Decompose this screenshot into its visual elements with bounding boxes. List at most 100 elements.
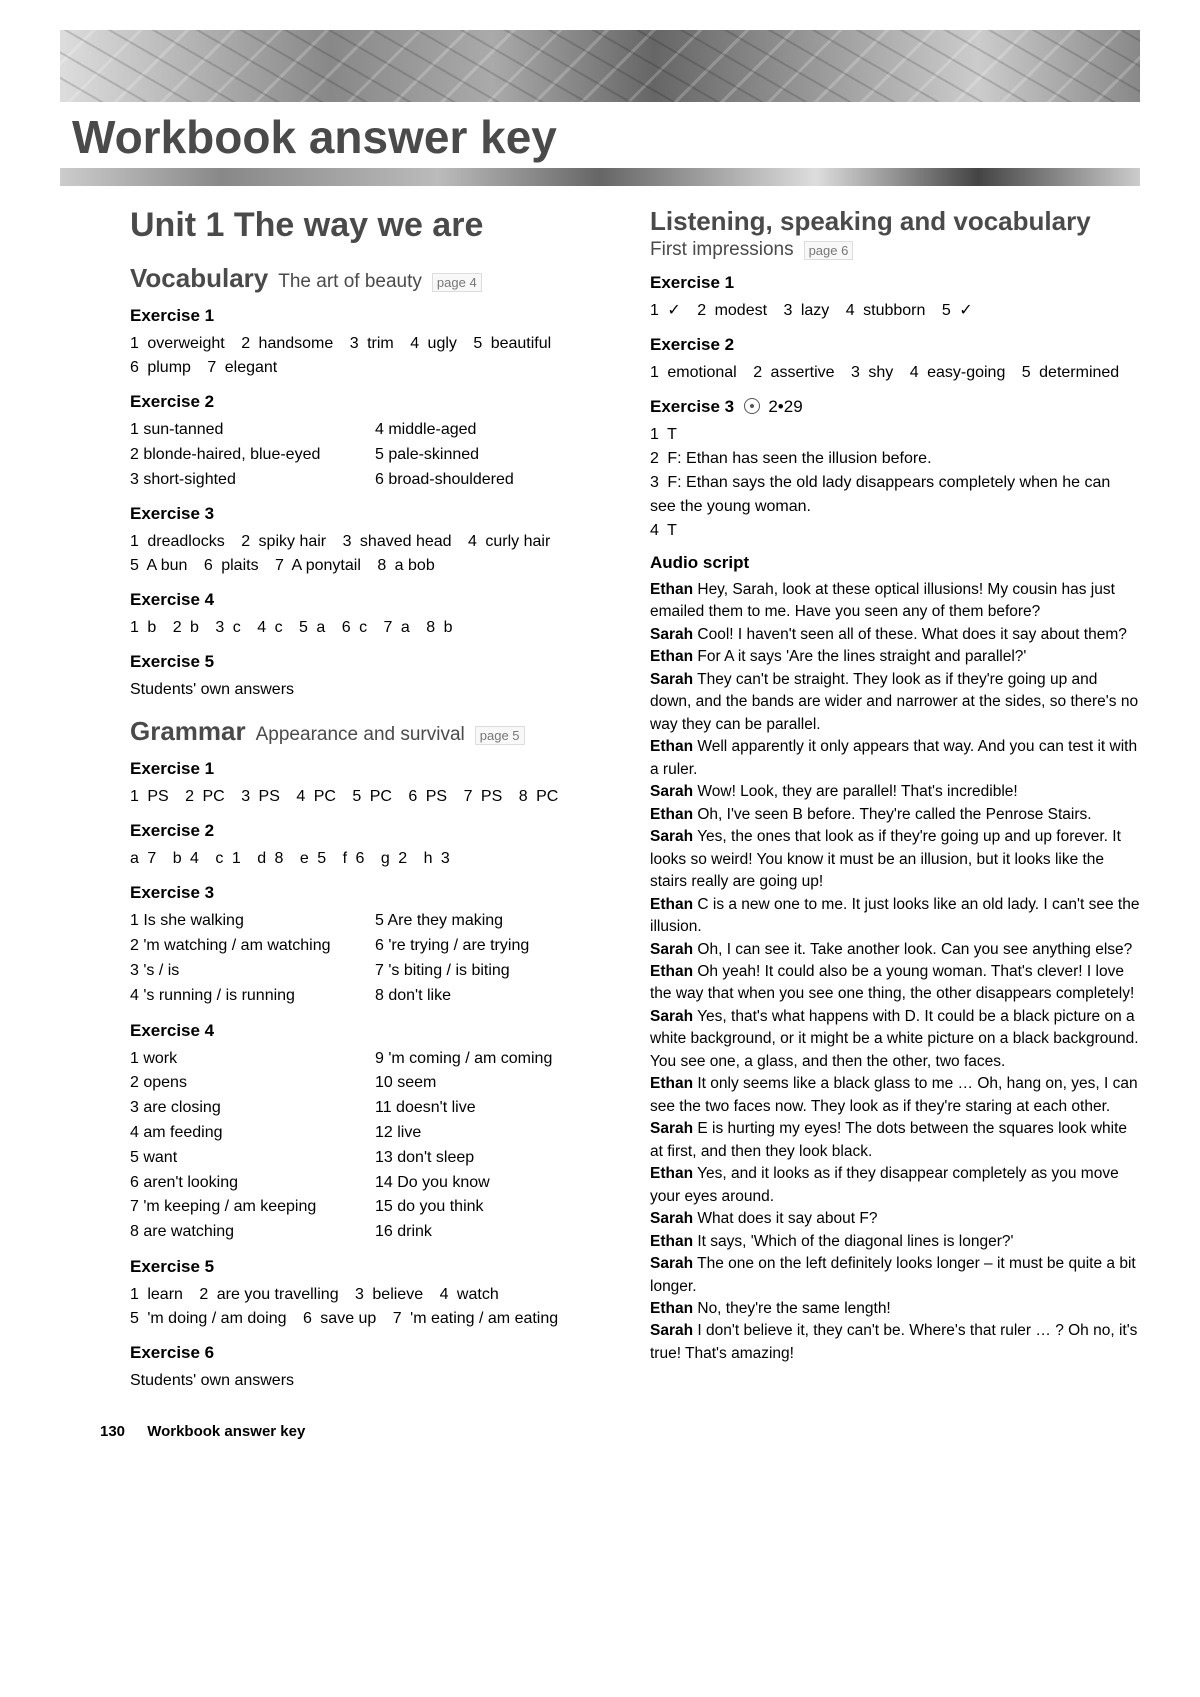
list-item: 7 PS [464, 788, 503, 805]
ex-title: Exercise 3 2•29 [650, 397, 1140, 417]
list-item: 2 b [173, 619, 199, 636]
script-line: Sarah Yes, that's what happens with D. I… [650, 1006, 1140, 1073]
g-ex5: 1 learn 2 are you travelling 3 believe 4… [130, 1283, 620, 1331]
list-item: 1 Is she walking [130, 909, 375, 934]
g-ex6: Students' own answers [130, 1369, 620, 1393]
list-item: 5 'm doing / am doing [130, 1310, 286, 1327]
ex-title: Exercise 1 [650, 273, 1140, 293]
list-item: 3 shy [851, 364, 893, 381]
ex-title: Exercise 3 [130, 504, 620, 524]
ex-title: Exercise 4 [130, 590, 620, 610]
list-item: 5 ✓ [942, 302, 973, 319]
ex-title: Exercise 5 [130, 1257, 620, 1277]
list-item: 7 'm keeping / am keeping [130, 1195, 375, 1220]
list-item: 4 watch [440, 1286, 499, 1303]
header-banner [60, 30, 1140, 102]
vocab-section-header: Vocabulary The art of beauty page 4 [130, 263, 620, 294]
list-item: 5 pale-skinned [375, 443, 620, 468]
list-item: 2 opens [130, 1071, 375, 1096]
ex-title: Exercise 2 [130, 392, 620, 412]
script-line: Sarah What does it say about F? [650, 1208, 1140, 1230]
list-item: 1 PS [130, 788, 169, 805]
list-item: f 6 [343, 850, 365, 867]
script-line: Ethan It only seems like a black glass t… [650, 1073, 1140, 1118]
vocab-ex4: 1 b 2 b 3 c 4 c 5 a 6 c 7 a 8 b [130, 616, 620, 640]
list-item: 8 PC [519, 788, 559, 805]
audio-script: Ethan Hey, Sarah, look at these optical … [650, 579, 1140, 1365]
lsv-ex1: 1 ✓ 2 modest 3 lazy 4 stubborn 5 ✓ [650, 299, 1140, 323]
ex3-label: Exercise 3 [650, 397, 734, 416]
script-line: Ethan No, they're the same length! [650, 1298, 1140, 1320]
list-item: 1 b [130, 619, 156, 636]
list-item: 4 c [257, 619, 282, 636]
footer-label: Workbook answer key [147, 1423, 305, 1440]
list-item: 1 learn [130, 1286, 183, 1303]
list-item: 13 don't sleep [375, 1146, 620, 1171]
list-item: d 8 [257, 850, 283, 867]
list-item: 6 broad-shouldered [375, 468, 620, 493]
vocab-sub: The art of beauty [278, 271, 422, 293]
vocab-page-ref: page 4 [432, 273, 482, 292]
grammar-sub: Appearance and survival [256, 724, 465, 746]
list-item: 3 F: Ethan says the old lady disappears … [650, 471, 1140, 519]
vocab-ex2: 1 sun-tanned2 blonde-haired, blue-eyed3 … [130, 418, 620, 492]
list-item: 6 plump [130, 359, 191, 376]
list-item: 10 seem [375, 1071, 620, 1096]
ex-title: Exercise 6 [130, 1343, 620, 1363]
list-item: 2 handsome [241, 335, 333, 352]
list-item: 3 c [215, 619, 240, 636]
cd-icon [744, 398, 760, 414]
lsv-ex2: 1 emotional 2 assertive 3 shy 4 easy-goi… [650, 361, 1140, 385]
vocab-ex3: 1 dreadlocks 2 spiky hair 3 shaved head … [130, 530, 620, 578]
list-item: 4 curly hair [468, 533, 550, 550]
list-item: 8 are watching [130, 1220, 375, 1245]
ex3-track: 2•29 [768, 397, 802, 416]
grammar-page-ref: page 5 [475, 726, 525, 745]
list-item: 3 believe [355, 1286, 423, 1303]
script-line: Sarah Wow! Look, they are parallel! That… [650, 781, 1140, 803]
ex-title: Exercise 4 [130, 1021, 620, 1041]
script-line: Ethan Yes, and it looks as if they disap… [650, 1163, 1140, 1208]
list-item: 5 PC [352, 788, 392, 805]
list-item: 1 work [130, 1047, 375, 1072]
script-line: Sarah Yes, the ones that look as if they… [650, 826, 1140, 893]
ex-title: Exercise 5 [130, 652, 620, 672]
g-ex3: 1 Is she walking2 'm watching / am watch… [130, 909, 620, 1008]
g-ex4: 1 work2 opens3 are closing4 am feeding5 … [130, 1047, 620, 1245]
list-item: e 5 [300, 850, 326, 867]
list-item: 3 are closing [130, 1096, 375, 1121]
ex-title: Exercise 2 [130, 821, 620, 841]
list-item: 7 elegant [207, 359, 277, 376]
list-item: 6 c [342, 619, 367, 636]
lsv-page-ref: page 6 [804, 241, 854, 260]
ex-title: Exercise 2 [650, 335, 1140, 355]
script-line: Sarah Cool! I haven't seen all of these.… [650, 624, 1140, 646]
list-item: 1 emotional [650, 364, 737, 381]
list-item: 4 middle-aged [375, 418, 620, 443]
list-item: g 2 [381, 850, 407, 867]
lsv-heading: Listening, speaking and vocabulary [650, 206, 1091, 237]
vocab-heading: Vocabulary [130, 263, 268, 294]
script-line: Ethan Oh yeah! It could also be a young … [650, 961, 1140, 1006]
title-stripe [60, 168, 1140, 186]
list-item: 5 a [299, 619, 325, 636]
list-item: 7 's biting / is biting [375, 959, 620, 984]
list-item: 2 PC [185, 788, 225, 805]
g-ex1: 1 PS 2 PC 3 PS 4 PC 5 PC 6 PS 7 PS 8 PC [130, 785, 620, 809]
script-line: Ethan Hey, Sarah, look at these optical … [650, 579, 1140, 624]
grammar-heading: Grammar [130, 716, 246, 747]
script-line: Sarah Oh, I can see it. Take another loo… [650, 939, 1140, 961]
list-item: 2 modest [697, 302, 767, 319]
list-item: 4 's running / is running [130, 984, 375, 1009]
ex-title: Exercise 1 [130, 759, 620, 779]
grammar-section-header: Grammar Appearance and survival page 5 [130, 716, 620, 747]
list-item: 3 trim [350, 335, 394, 352]
page-number: 130 [100, 1423, 125, 1440]
list-item: 4 PC [296, 788, 336, 805]
audio-script-title: Audio script [650, 553, 1140, 573]
list-item: 6 're trying / are trying [375, 934, 620, 959]
list-item: 1 dreadlocks [130, 533, 225, 550]
list-item: 1 ✓ [650, 302, 681, 319]
g-ex2: a 7 b 4 c 1 d 8 e 5 f 6 g 2 h 3 [130, 847, 620, 871]
list-item: 2 assertive [753, 364, 834, 381]
